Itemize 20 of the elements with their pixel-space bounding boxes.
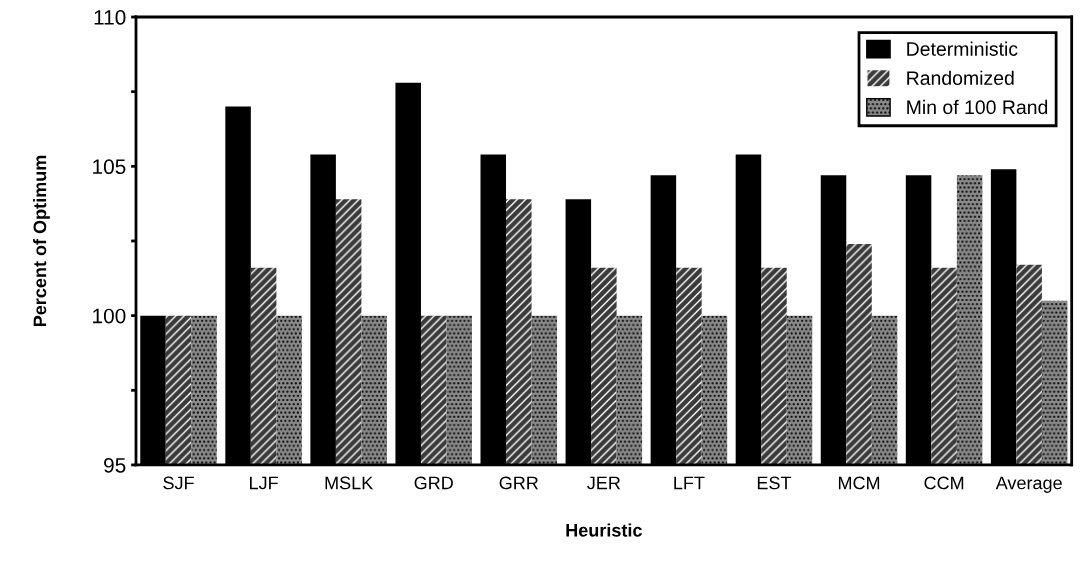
x-tick-label: JER — [587, 476, 621, 490]
x-tick-label: GRD — [414, 476, 453, 490]
x-tick-label: LJF — [250, 476, 278, 490]
x-tick-label: SJF — [163, 476, 194, 490]
x-axis-title: Heuristic — [566, 523, 642, 537]
x-tick-label: EST — [757, 476, 792, 490]
y-tick-label: 110 — [94, 10, 126, 25]
x-tick-label: MCM — [838, 476, 880, 490]
x-tick-label: MSLK — [325, 476, 374, 490]
y-tick-label: 100 — [93, 308, 126, 324]
legend-label: Deterministic — [907, 41, 1018, 56]
y-tick-label: 95 — [104, 457, 126, 473]
x-tick-label: GRR — [499, 476, 538, 490]
y-tick-label: 105 — [93, 159, 126, 175]
x-tick-label: CCM — [924, 476, 964, 490]
legend-label: Min of 100 Rand — [907, 99, 1048, 115]
y-axis-title: Percent of Optimum — [33, 155, 50, 327]
x-tick-label: Average — [995, 476, 1062, 493]
x-tick-label: LFT — [674, 476, 705, 490]
legend-label: Randomized — [907, 70, 1014, 86]
